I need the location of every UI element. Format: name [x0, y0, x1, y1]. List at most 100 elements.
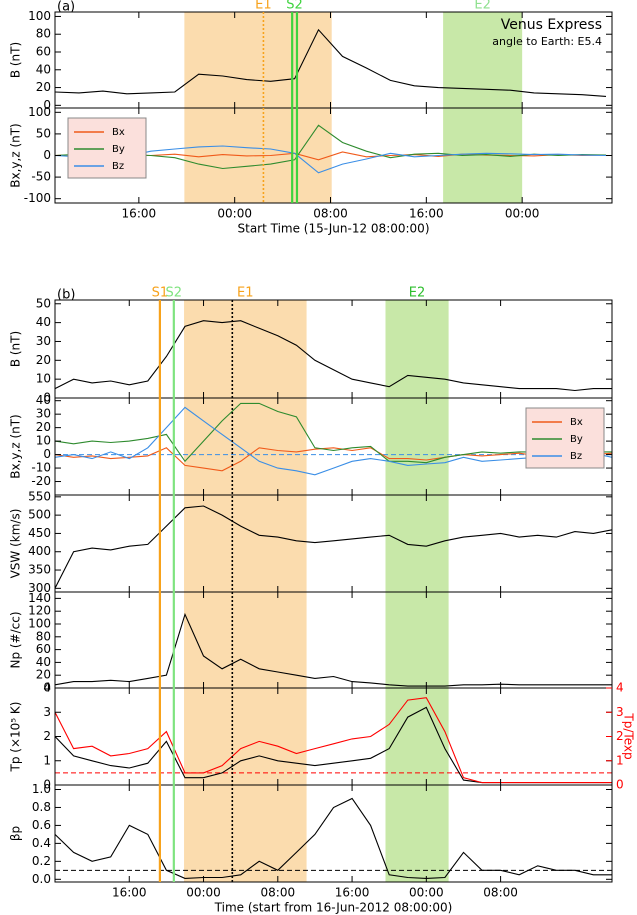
panel-frame [54, 494, 613, 593]
y-axis-label: B (nT) [9, 42, 23, 78]
legend-box [525, 407, 605, 469]
y-tick-label: 0 [43, 148, 51, 162]
x-tick-label: 08:00 [313, 207, 348, 221]
y-tick-label: 3 [43, 705, 51, 719]
panel-label: (a) [57, 0, 75, 15]
y2-tick-label: 1 [616, 753, 624, 767]
y-tick-label: 40 [36, 315, 51, 329]
y-tick-label: 550 [28, 489, 51, 503]
y-tick-label: 20 [36, 80, 51, 94]
series-line [54, 447, 613, 472]
y-tick-label: 1.0 [32, 782, 51, 796]
annotation: Venus Express [501, 17, 602, 33]
x-tick-label: 16:00 [112, 886, 147, 900]
y-axis-label: Np (#/cc) [9, 611, 23, 668]
legend-label: By [112, 144, 125, 155]
annotation: angle to Earth: E5.4 [492, 35, 602, 48]
y-tick-label: 100 [28, 9, 51, 23]
y-tick-label: 350 [28, 563, 51, 577]
region-label: E2 [474, 0, 491, 13]
y-axis-label: Tp (×10⁵ K) [9, 702, 23, 773]
x-tick-label: 00:00 [186, 886, 221, 900]
series-line [54, 697, 612, 784]
y-tick-label: 0.4 [32, 836, 51, 850]
y-tick-label: 0 [43, 447, 51, 461]
y-tick-label: 20 [36, 353, 51, 367]
y2-axis-label: Tp/Texp [622, 712, 636, 759]
series-line [54, 797, 612, 879]
region-label: E2 [409, 286, 426, 301]
marker-label: E1 [255, 0, 272, 13]
y-tick-label: -100 [24, 191, 51, 205]
y-axis-label: VSW (km/s) [9, 509, 23, 579]
region-label: E1 [237, 286, 254, 301]
y-tick-label: 60 [36, 642, 51, 656]
x-tick-label: 00:00 [409, 886, 444, 900]
y2-tick-label: 2 [616, 729, 624, 743]
legend-label: Bz [112, 161, 124, 172]
y-tick-label: 40 [36, 62, 51, 76]
x-tick-label: 00:00 [217, 207, 252, 221]
y-tick-label: 0.0 [32, 872, 51, 886]
x-tick-label: 00:00 [505, 207, 540, 221]
series-line [54, 28, 607, 97]
x-tick-label: 16:00 [122, 207, 157, 221]
series-line [54, 406, 613, 476]
y-tick-label: -10 [31, 461, 51, 475]
event-region [385, 300, 449, 882]
y-tick-label: 80 [36, 27, 51, 41]
marker-label: S1 [152, 286, 169, 301]
y-tick-label: 50 [36, 126, 51, 140]
x-tick-label: 08:00 [261, 886, 296, 900]
panel-label: (b) [57, 288, 75, 303]
y-tick-label: 10 [36, 372, 51, 386]
y-tick-label: 40 [36, 655, 51, 669]
series-line [54, 706, 612, 784]
series-line [54, 402, 612, 464]
y-tick-label: 60 [36, 45, 51, 59]
x-tick-label: 08:00 [483, 886, 518, 900]
y-tick-label: -50 [31, 170, 51, 184]
y-axis-label: Bx,y,z (nT) [9, 414, 23, 478]
y-tick-label: 20 [36, 420, 51, 434]
x-axis-label: Start Time (15-Jun-12 08:00:00) [238, 222, 430, 236]
panel-frame [54, 591, 613, 689]
marker-label: S2 [166, 286, 183, 301]
series-line [54, 505, 613, 589]
y2-tick-label: 4 [616, 681, 624, 695]
y-axis-label: βp [9, 826, 23, 841]
y-tick-label: 450 [28, 526, 51, 540]
y-tick-label: 120 [28, 604, 51, 618]
y-axis-label: Bx,y,z (nT) [9, 123, 23, 187]
y-tick-label: 100 [28, 617, 51, 631]
panel-frame [54, 784, 613, 883]
y-tick-label: 30 [36, 407, 51, 421]
y-tick-label: -20 [31, 474, 51, 488]
legend-label: By [570, 434, 583, 445]
series-line [54, 320, 612, 392]
y-tick-label: 2 [43, 729, 51, 743]
panel-frame [54, 687, 613, 786]
marker-label: S2 [286, 0, 303, 13]
y-tick-label: 0.6 [32, 818, 51, 832]
y-tick-label: 500 [28, 508, 51, 522]
legend-box [67, 117, 147, 179]
y-tick-label: 300 [28, 581, 51, 595]
y-tick-label: 100 [28, 105, 51, 119]
x-tick-label: 16:00 [335, 886, 370, 900]
series-line [54, 145, 607, 174]
y-tick-label: 0 [43, 391, 51, 405]
legend-label: Bz [570, 451, 582, 462]
y2-tick-label: 0 [616, 778, 624, 792]
y-tick-label: 20 [36, 668, 51, 682]
y-tick-label: 80 [36, 629, 51, 643]
series-line [54, 612, 612, 687]
y-tick-label: 0.2 [32, 854, 51, 868]
y-tick-label: 10 [36, 434, 51, 448]
y-tick-label: 1 [43, 753, 51, 767]
legend-label: Bx [112, 127, 125, 138]
series-line [54, 124, 607, 170]
legend-label: Bx [570, 417, 583, 428]
x-axis-label: Time (start from 16-Jun-2012 08:00:00) [214, 901, 453, 915]
